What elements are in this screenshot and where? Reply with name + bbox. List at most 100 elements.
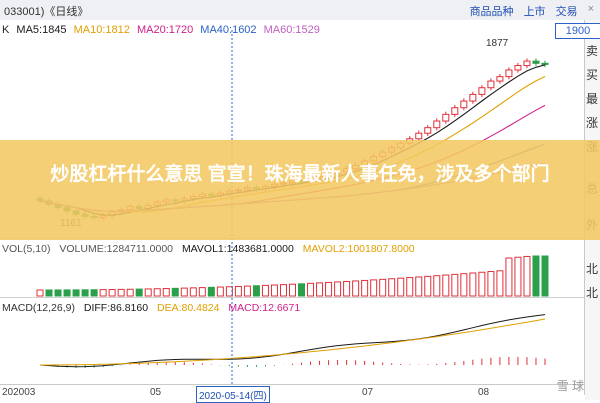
volume-bar <box>505 257 513 297</box>
volume-bar <box>532 255 540 297</box>
candle-body <box>496 76 504 82</box>
k-label: K <box>2 24 10 36</box>
candle-body <box>523 60 531 67</box>
volume-bar <box>234 285 242 297</box>
candle-body <box>415 132 423 140</box>
volume-bar <box>153 288 161 297</box>
diff-value: DIFF:86.8160 <box>83 302 149 314</box>
link-listed[interactable]: 上市 <box>523 6 546 18</box>
x-tick-label: 202003 <box>2 387 36 398</box>
volume-bar <box>144 288 152 297</box>
volume-bar <box>289 283 296 297</box>
dea-value: DEA:80.4824 <box>157 302 220 314</box>
volume-bar <box>388 278 396 297</box>
panel-label: 北 <box>586 262 599 276</box>
candle-body <box>532 60 540 64</box>
volume-bar <box>361 279 369 297</box>
volume-bar <box>442 274 450 297</box>
x-tick-label: 07 <box>362 387 374 398</box>
volume-bar <box>63 289 71 297</box>
volume-bar <box>541 255 549 297</box>
volume-bar <box>424 275 432 297</box>
candle-body <box>514 65 522 71</box>
volume-bar <box>108 289 116 297</box>
volume-bar <box>307 282 315 297</box>
title-links: 商品品种 上市 交易 × <box>470 3 594 19</box>
candle-body <box>469 93 477 102</box>
dea-line <box>40 318 546 366</box>
x-tick-label: 08 <box>478 387 490 398</box>
volume-bar <box>81 289 89 297</box>
x-tick-label: 05 <box>150 387 162 398</box>
candle-body <box>487 80 495 89</box>
ma5-label: MA5:1845 <box>16 24 67 36</box>
volume-bar <box>162 288 170 297</box>
volume-bar <box>279 284 287 297</box>
divider-volume-macd <box>0 297 584 298</box>
volume-bar <box>243 285 251 297</box>
volume-bar <box>216 286 224 297</box>
panel-label: 卖 <box>586 44 599 58</box>
panel-label: 北 <box>586 286 599 300</box>
volume-bar <box>370 279 378 297</box>
panel-label: 涨 <box>586 116 599 130</box>
volume-legend: VOL(5,10) VOLUME:1284711.0000 MAVOL1:148… <box>2 243 421 255</box>
volume-bar <box>261 284 269 297</box>
volume-bar <box>334 281 342 297</box>
volume-bar <box>207 286 215 297</box>
mavol1-value: MAVOL1:1483681.0000 <box>181 243 294 255</box>
x-cursor-date: 2020-05-14(四) <box>196 386 270 403</box>
volume-bar <box>478 271 486 297</box>
candle-body <box>460 100 468 109</box>
volume-bar <box>433 275 441 297</box>
ma60-label: MA60:1529 <box>263 24 320 36</box>
volume-bar <box>514 256 522 297</box>
volume-bar <box>135 288 143 297</box>
volume-bar <box>90 289 98 297</box>
candle-body <box>442 113 450 122</box>
ma20-label: MA20:1720 <box>136 24 194 36</box>
high-annotation: 1877 <box>486 38 509 49</box>
volume-bar <box>126 288 134 297</box>
mavol2-value: MAVOL2:1001807.8000 <box>302 243 415 255</box>
volume-bar <box>352 280 360 297</box>
link-commodity[interactable]: 商品品种 <box>469 6 514 18</box>
headline-text[interactable]: 炒股杠杆什么意思 官宣！珠海最新人事任免，涉及多个部门 <box>50 164 550 185</box>
macd-label: MACD(12,26,9) <box>2 302 75 314</box>
price-box: 1900 <box>555 23 600 39</box>
close-icon[interactable]: × <box>587 3 594 15</box>
title-bar: 033001)《日线》 商品品种 上市 交易 × <box>0 0 600 21</box>
volume-bar <box>225 286 233 297</box>
volume-value: VOLUME:1284711.0000 <box>59 243 174 255</box>
volume-bar <box>316 282 324 297</box>
ma40-label: MA40:1602 <box>200 24 257 36</box>
ma-legend: K MA5:1845 MA10:1812 MA20:1720 MA40:1602… <box>2 24 324 36</box>
stock-code: 033001)《日线》 <box>4 6 89 18</box>
volume-bar <box>343 280 351 297</box>
volume-bar <box>270 284 278 297</box>
volume-bar <box>523 255 531 297</box>
candle-body <box>424 127 432 134</box>
watermark: 雪 球 <box>556 379 584 393</box>
volume-bar <box>415 276 423 297</box>
volume-bar <box>496 270 504 297</box>
volume-bar <box>45 289 53 297</box>
vol-label: VOL(5,10) <box>2 243 51 255</box>
volume-bar <box>379 278 387 297</box>
volume-bar <box>325 281 333 297</box>
volume-bar <box>171 287 179 297</box>
candle-body <box>505 69 513 78</box>
kline-chart[interactable] <box>0 20 584 395</box>
x-axis: 202003 05 2020-05-14(四) 07 08 <box>0 384 584 403</box>
volume-bar <box>54 289 62 297</box>
volume-bar <box>451 273 459 297</box>
diff-line <box>39 314 546 368</box>
candle-body <box>451 107 459 115</box>
volume-bar <box>397 277 405 297</box>
candle-body <box>541 62 549 65</box>
headline-banner[interactable]: 炒股杠杆什么意思 官宣！珠海最新人事任免，涉及多个部门 <box>0 140 600 240</box>
volume-bar <box>36 289 44 297</box>
link-trade[interactable]: 交易 <box>555 6 578 18</box>
ma10-label: MA10:1812 <box>73 24 130 36</box>
volume-bar <box>99 289 107 297</box>
